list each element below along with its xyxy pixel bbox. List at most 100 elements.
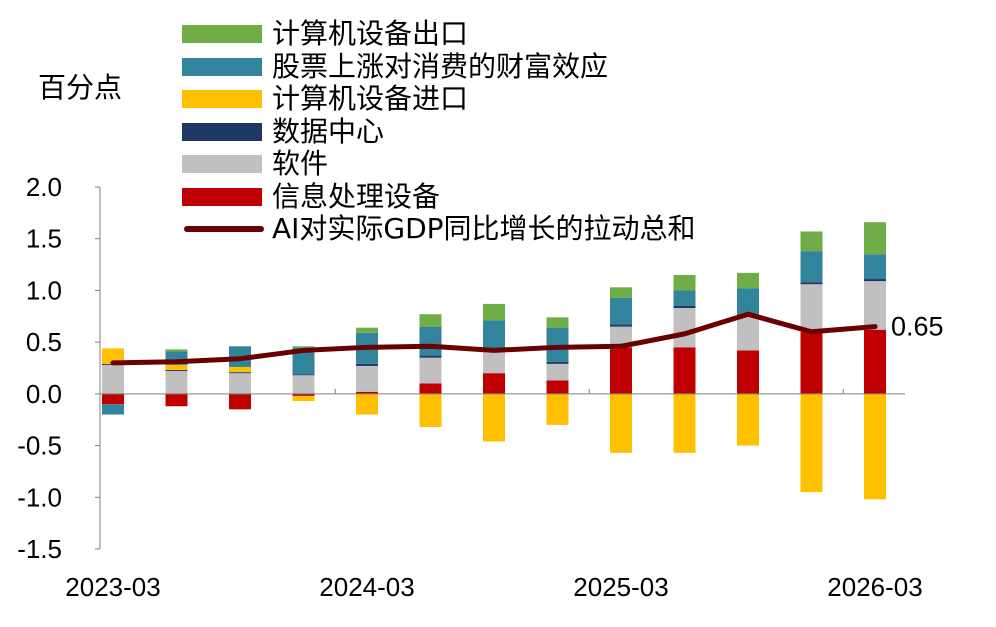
bar-segment-3 xyxy=(546,393,569,425)
y-tick-label: 1.5 xyxy=(26,224,62,254)
bar-segment-0 xyxy=(737,350,759,394)
legend: 计算机设备出口 股票上涨对消费的财富效应 计算机设备进口 数据中心 软件 信息处… xyxy=(182,18,696,246)
bar-segment-1 xyxy=(229,373,251,394)
bar-segment-0 xyxy=(165,393,188,407)
bar-segment-4 xyxy=(419,326,442,356)
bar-segment-2 xyxy=(165,370,188,372)
total-contribution-line xyxy=(110,311,878,366)
bar-segment-0 xyxy=(483,373,505,394)
bar-segment-4 xyxy=(800,251,823,283)
bar-segment-5 xyxy=(356,327,378,333)
legend-item-export: 计算机设备出口 xyxy=(182,18,696,51)
bar-segment-3 xyxy=(165,364,188,371)
bar-segment-3 xyxy=(800,393,823,493)
bar-segment-1 xyxy=(546,363,569,381)
bar-segment-0 xyxy=(229,393,251,410)
legend-item-info-equipment: 信息处理设备 xyxy=(182,179,696,214)
bar-segment-5 xyxy=(546,317,569,328)
bar-segment-5 xyxy=(737,272,759,289)
bar-segment-2 xyxy=(419,355,442,358)
bar-segment-5 xyxy=(165,349,188,352)
bar-segment-2 xyxy=(800,282,823,285)
bar-segment-3 xyxy=(229,366,251,373)
legend-item-total-line: AI对实际GDP同比增长的拉动总和 xyxy=(182,213,696,246)
x-tick-label: 2024-03 xyxy=(319,572,414,602)
y-tick-label: 0.5 xyxy=(26,327,62,357)
bar-segment-5 xyxy=(483,303,505,321)
bar-segment-2 xyxy=(546,361,569,364)
end-value-label: 0.65 xyxy=(891,312,944,342)
bar-segment-0 xyxy=(673,347,696,394)
legend-swatch-total-line xyxy=(184,226,264,233)
bar-segment-1 xyxy=(610,326,632,348)
bar-segment-0 xyxy=(800,331,823,394)
legend-swatch-wealth xyxy=(182,57,262,76)
bar-segment-4 xyxy=(864,254,886,280)
bar-segment-2 xyxy=(673,305,696,309)
bar-segment-5 xyxy=(864,222,886,255)
legend-label-info-equipment: 信息处理设备 xyxy=(272,179,441,213)
legend-item-import: 计算机设备进口 xyxy=(182,83,696,116)
bar-segment-0 xyxy=(546,380,569,394)
x-tick-label: 2023-03 xyxy=(65,572,160,602)
bar-segment-2 xyxy=(292,374,315,376)
bar-segment-3 xyxy=(102,348,124,364)
bar-segment-1 xyxy=(102,364,124,394)
bar-segment-1 xyxy=(419,357,442,384)
bar-segment-2 xyxy=(864,279,886,282)
y-tick-label: -1.5 xyxy=(17,534,62,564)
x-tick-label: 2025-03 xyxy=(573,572,668,602)
bar-segment-4 xyxy=(292,347,315,375)
bar-segment-5 xyxy=(673,274,696,291)
bar-segment-1 xyxy=(483,350,505,374)
bar-segment-1 xyxy=(356,365,378,392)
bar-segment-1 xyxy=(737,316,759,351)
y-tick-label: 0.0 xyxy=(26,379,62,409)
legend-swatch-datacenter xyxy=(182,122,262,141)
bar-segment-3 xyxy=(356,393,378,415)
y-axis-unit-label: 百分点 xyxy=(38,71,123,104)
legend-item-wealth: 股票上涨对消费的财富效应 xyxy=(182,49,696,84)
legend-swatch-export xyxy=(182,25,262,44)
bar-segment-3 xyxy=(673,393,696,453)
legend-label-datacenter: 数据中心 xyxy=(272,114,385,148)
bar-segment-1 xyxy=(292,375,315,394)
bar-segment-0 xyxy=(102,393,124,405)
legend-label-wealth: 股票上涨对消费的财富效应 xyxy=(272,49,609,83)
bar-segment-5 xyxy=(610,287,632,298)
bar-segment-4 xyxy=(483,320,505,349)
legend-swatch-software xyxy=(182,155,262,174)
bar-segment-1 xyxy=(673,308,696,348)
bar-segment-4 xyxy=(737,288,759,315)
bar-segment-5 xyxy=(292,346,315,348)
bar-segment-3 xyxy=(419,393,442,427)
bar-segment-4 xyxy=(102,404,124,415)
bar-segment-5 xyxy=(419,314,442,327)
y-tick-label: -1.0 xyxy=(17,482,62,512)
legend-label-import: 计算机设备进口 xyxy=(272,82,469,116)
y-tick-label: 1.0 xyxy=(26,275,62,305)
y-tick-label: 2.0 xyxy=(26,172,62,202)
bar-segment-0 xyxy=(864,329,886,394)
bar-segment-2 xyxy=(356,363,378,366)
bar-segment-3 xyxy=(737,393,759,446)
bar-segment-1 xyxy=(165,371,188,394)
bar-segment-1 xyxy=(864,281,886,330)
bar-segment-4 xyxy=(610,297,632,325)
legend-swatch-info-equipment xyxy=(182,187,262,206)
bar-segment-3 xyxy=(864,393,886,500)
bar-segment-3 xyxy=(483,393,505,442)
bar-segment-5 xyxy=(800,231,823,252)
bar-segment-0 xyxy=(292,393,315,396)
legend-item-datacenter: 数据中心 xyxy=(182,114,696,149)
bar-segment-0 xyxy=(610,347,632,394)
bar-segment-1 xyxy=(800,284,823,332)
bar-segment-4 xyxy=(673,290,696,306)
bar-segment-3 xyxy=(292,395,315,402)
bar-segment-0 xyxy=(419,383,442,394)
y-tick-label: -0.5 xyxy=(17,431,62,461)
x-tick-label: 2026-03 xyxy=(827,572,922,602)
bar-segment-2 xyxy=(229,372,251,374)
legend-item-software: 软件 xyxy=(182,148,696,181)
